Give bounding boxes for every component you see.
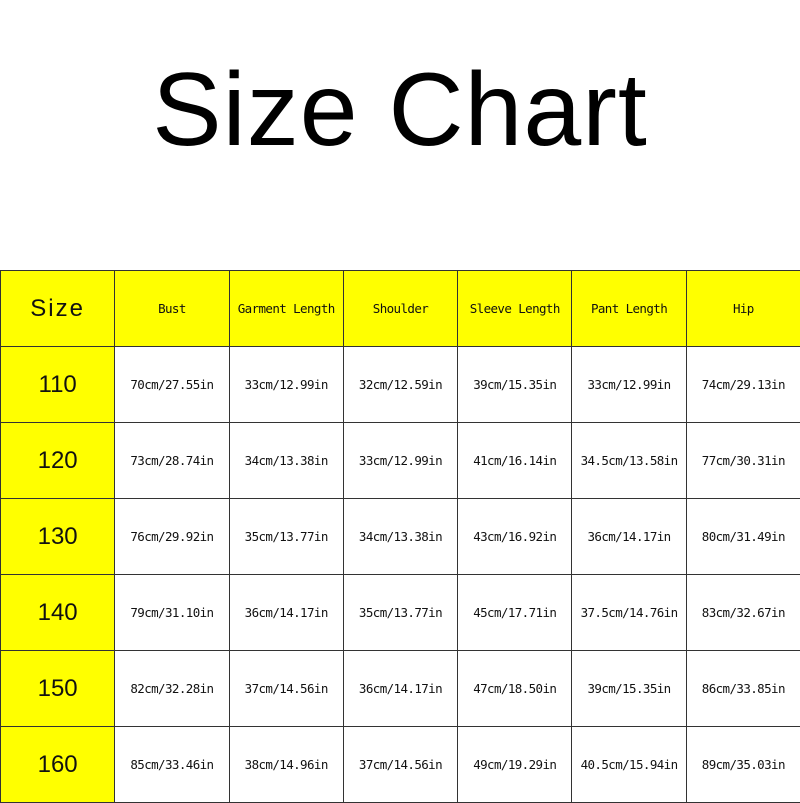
cell-sleeve-length: 41cm/16.14in	[458, 423, 572, 499]
cell-sleeve-length: 43cm/16.92in	[458, 499, 572, 575]
cell-pant-length: 36cm/14.17in	[572, 499, 686, 575]
header-garment-length: Garment Length	[229, 271, 343, 347]
cell-size: 120	[1, 423, 115, 499]
cell-bust: 85cm/33.46in	[115, 727, 229, 803]
cell-pant-length: 34.5cm/13.58in	[572, 423, 686, 499]
cell-shoulder: 35cm/13.77in	[343, 575, 457, 651]
cell-size: 110	[1, 347, 115, 423]
cell-pant-length: 37.5cm/14.76in	[572, 575, 686, 651]
size-chart-table: Size Bust Garment Length Shoulder Sleeve…	[0, 270, 800, 803]
cell-bust: 76cm/29.92in	[115, 499, 229, 575]
cell-pant-length: 39cm/15.35in	[572, 651, 686, 727]
cell-bust: 79cm/31.10in	[115, 575, 229, 651]
header-shoulder: Shoulder	[343, 271, 457, 347]
page-title: Size Chart	[0, 40, 800, 180]
cell-garment-length: 35cm/13.77in	[229, 499, 343, 575]
cell-hip: 80cm/31.49in	[686, 499, 800, 575]
cell-hip: 74cm/29.13in	[686, 347, 800, 423]
cell-shoulder: 37cm/14.56in	[343, 727, 457, 803]
cell-garment-length: 38cm/14.96in	[229, 727, 343, 803]
cell-sleeve-length: 47cm/18.50in	[458, 651, 572, 727]
cell-garment-length: 37cm/14.56in	[229, 651, 343, 727]
table-header-row: Size Bust Garment Length Shoulder Sleeve…	[1, 271, 800, 347]
cell-sleeve-length: 45cm/17.71in	[458, 575, 572, 651]
cell-hip: 83cm/32.67in	[686, 575, 800, 651]
cell-hip: 86cm/33.85in	[686, 651, 800, 727]
cell-sleeve-length: 39cm/15.35in	[458, 347, 572, 423]
cell-size: 160	[1, 727, 115, 803]
cell-sleeve-length: 49cm/19.29in	[458, 727, 572, 803]
cell-pant-length: 33cm/12.99in	[572, 347, 686, 423]
cell-shoulder: 34cm/13.38in	[343, 499, 457, 575]
cell-shoulder: 32cm/12.59in	[343, 347, 457, 423]
cell-garment-length: 33cm/12.99in	[229, 347, 343, 423]
header-hip: Hip	[686, 271, 800, 347]
cell-bust: 73cm/28.74in	[115, 423, 229, 499]
cell-size: 140	[1, 575, 115, 651]
cell-shoulder: 36cm/14.17in	[343, 651, 457, 727]
header-size: Size	[1, 271, 115, 347]
cell-garment-length: 36cm/14.17in	[229, 575, 343, 651]
cell-hip: 77cm/30.31in	[686, 423, 800, 499]
cell-shoulder: 33cm/12.99in	[343, 423, 457, 499]
cell-size: 150	[1, 651, 115, 727]
header-pant-length: Pant Length	[572, 271, 686, 347]
cell-bust: 82cm/32.28in	[115, 651, 229, 727]
cell-pant-length: 40.5cm/15.94in	[572, 727, 686, 803]
cell-garment-length: 34cm/13.38in	[229, 423, 343, 499]
cell-bust: 70cm/27.55in	[115, 347, 229, 423]
cell-hip: 89cm/35.03in	[686, 727, 800, 803]
cell-size: 130	[1, 499, 115, 575]
header-bust: Bust	[115, 271, 229, 347]
header-sleeve-length: Sleeve Length	[458, 271, 572, 347]
